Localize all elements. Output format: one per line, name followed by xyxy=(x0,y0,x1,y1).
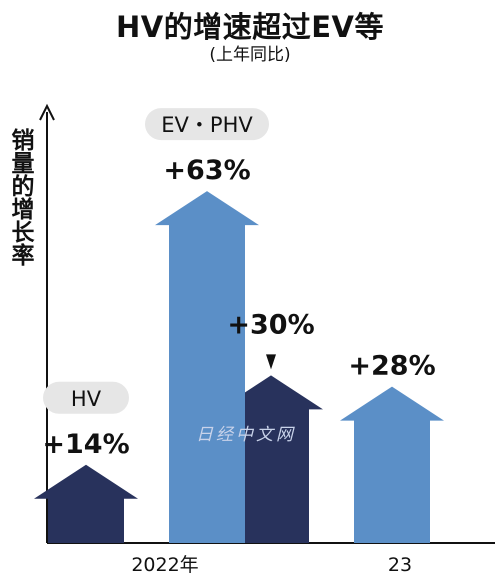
watermark: 日经中文网 xyxy=(196,425,296,445)
legend-label-hv: HV xyxy=(71,387,102,411)
x-tick-label-23: 23 xyxy=(388,554,412,576)
bar-arrow-ev-phv-23 xyxy=(340,386,444,543)
x-tick-label-2022: 2022年 xyxy=(131,554,198,576)
y-axis-label: 销量的增长率 xyxy=(7,128,33,266)
data-label-ev-phv-2022: +63% xyxy=(163,155,250,186)
chart-title: HV的增速超过EV等 xyxy=(116,10,384,44)
data-label-hv-2022: +14% xyxy=(42,429,129,460)
labels-group: 2022年 23 +14% +30% HV +63% +28% EV・PHV xyxy=(42,108,436,576)
label-pointer-hv-23 xyxy=(266,354,276,370)
bars-group xyxy=(34,191,444,543)
bar-arrow-ev-phv-2022 xyxy=(155,191,259,543)
chart-subtitle: (上年同比) xyxy=(209,45,291,65)
legend-label-ev-phv: EV・PHV xyxy=(161,113,253,137)
legend-pill-ev-phv xyxy=(145,108,269,141)
y-axis-arrowhead xyxy=(39,103,55,121)
data-label-ev-phv-23: +28% xyxy=(348,351,435,382)
data-label-hv-23: +30% xyxy=(227,309,314,340)
bar-arrow-hv-2022 xyxy=(34,464,138,543)
legend-pill-hv xyxy=(43,381,129,414)
